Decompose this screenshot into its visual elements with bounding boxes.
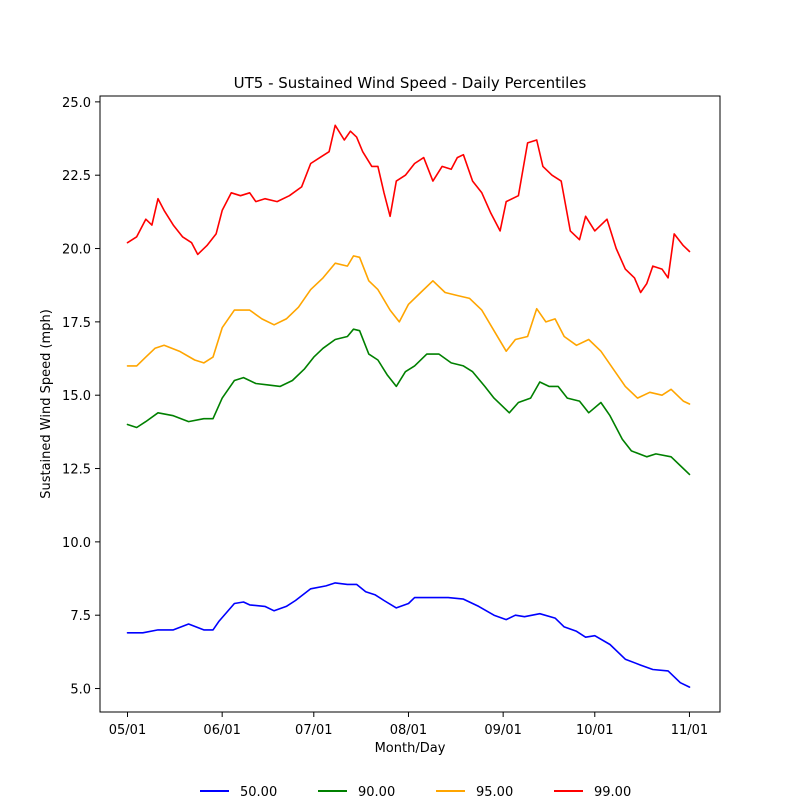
y-tick-label: 17.5 xyxy=(62,316,91,331)
x-tick-label: 05/01 xyxy=(109,723,146,738)
legend-label: 90.00 xyxy=(358,785,395,800)
series-line-99.00 xyxy=(126,124,691,294)
x-tick-label: 09/01 xyxy=(484,723,521,738)
y-tick-label: 10.0 xyxy=(62,536,91,551)
series-line-90.00 xyxy=(126,328,691,476)
chart-title: UT5 - Sustained Wind Speed - Daily Perce… xyxy=(234,74,587,92)
x-tick-label: 11/01 xyxy=(671,723,708,738)
x-tick-label: 07/01 xyxy=(295,723,332,738)
y-tick-label: 15.0 xyxy=(62,389,91,404)
legend: 50.00 90.00 95.00 99.00 xyxy=(200,785,631,800)
legend-label: 50.00 xyxy=(240,785,277,800)
y-tick-label: 20.0 xyxy=(62,243,91,258)
plot-lines xyxy=(126,124,691,688)
y-axis-label: Sustained Wind Speed (mph) xyxy=(39,309,54,499)
y-tick-label: 12.5 xyxy=(62,463,91,478)
y-tick-label: 5.0 xyxy=(70,683,91,698)
y-axis: 5.0 7.5 10.0 12.5 15.0 17.5 20.0 22.5 25.0 xyxy=(62,96,100,698)
x-axis-label: Month/Day xyxy=(375,741,446,756)
x-tick-label: 06/01 xyxy=(203,723,240,738)
plot-frame xyxy=(99,95,721,713)
legend-label: 99.00 xyxy=(594,785,631,800)
series-line-50.00 xyxy=(126,582,691,688)
x-tick-label: 10/01 xyxy=(576,723,613,738)
x-tick-label: 08/01 xyxy=(390,723,427,738)
series-line-95.00 xyxy=(126,255,691,405)
y-tick-label: 22.5 xyxy=(62,169,91,184)
legend-label: 95.00 xyxy=(476,785,513,800)
y-tick-label: 25.0 xyxy=(62,96,91,111)
x-axis: 05/01 06/01 07/01 08/01 09/01 10/01 11/01 xyxy=(109,712,708,738)
y-tick-label: 7.5 xyxy=(70,609,91,624)
